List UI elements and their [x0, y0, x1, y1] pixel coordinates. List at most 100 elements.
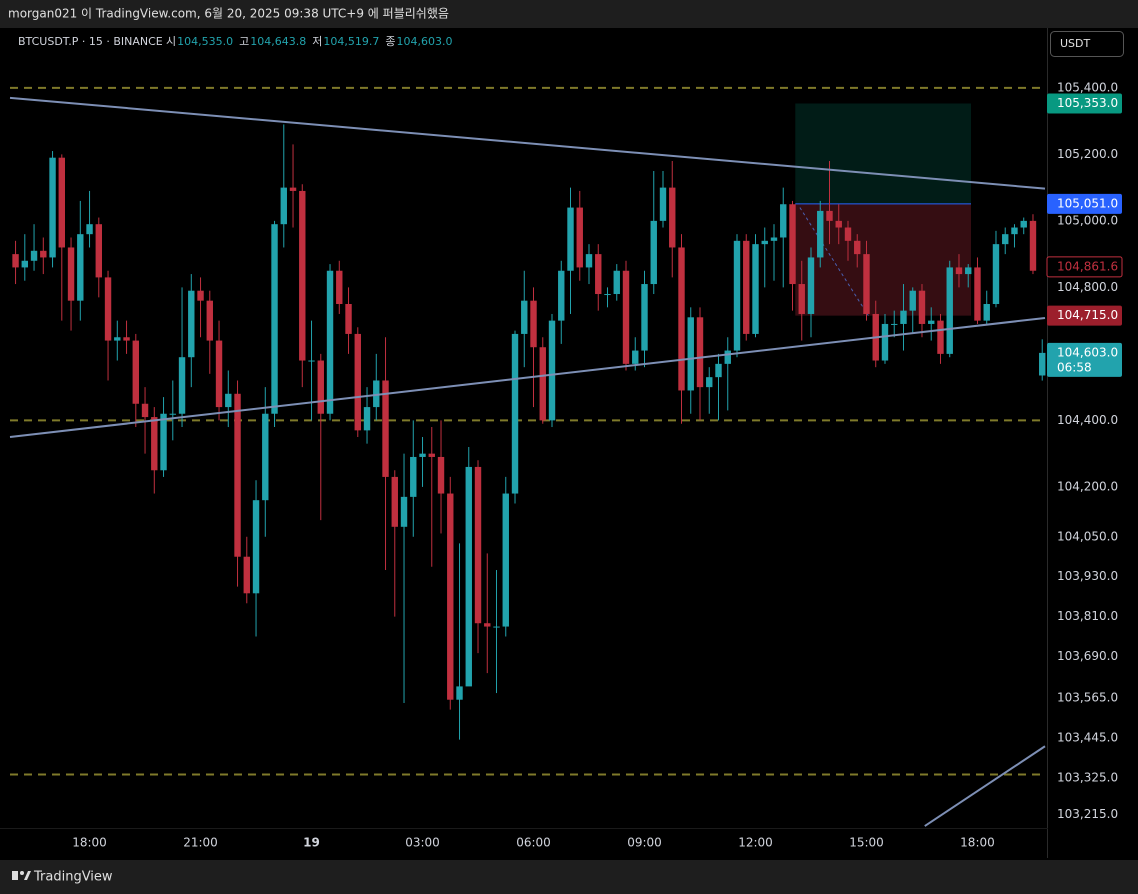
candle-body [160, 413, 167, 471]
candle-body [946, 267, 953, 354]
ohlc-value: 104,519.7 [323, 35, 379, 48]
candle-body [317, 360, 324, 414]
candle-body [659, 187, 667, 221]
candle-body [752, 244, 759, 334]
y-tick-label: 103,445.0 [1057, 730, 1118, 744]
candle-body [983, 304, 990, 321]
footer [0, 860, 1138, 894]
candle-body [817, 210, 824, 258]
candle-body [539, 347, 546, 421]
plot [9, 86, 1046, 827]
candle-body [650, 220, 657, 285]
x-tick-label: 21:00 [183, 836, 218, 850]
candle-body [604, 294, 611, 296]
candle-body [632, 350, 639, 364]
candle-body [262, 413, 269, 501]
candle-body [252, 500, 260, 594]
y-tick-label: 105,200.0 [1057, 147, 1118, 161]
y-tick-label: 104,200.0 [1057, 479, 1118, 493]
price-badge-label: 104,603.0 [1057, 345, 1118, 359]
candle-body [345, 304, 352, 334]
x-tick-label: 18:00 [72, 836, 107, 850]
candle-body [437, 456, 445, 494]
x-tick-label: 09:00 [627, 836, 662, 850]
candle-body [789, 204, 796, 285]
candle-body [706, 377, 713, 388]
candle-body [428, 453, 435, 457]
candle-body [49, 157, 56, 258]
candle-body [326, 270, 334, 414]
candle-body [585, 254, 593, 268]
price-badge [1047, 193, 1122, 214]
candle-body [67, 247, 75, 301]
ohlc-value: 104,643.8 [250, 35, 306, 48]
candle-body [696, 317, 704, 388]
candle-body [151, 417, 158, 471]
candle-body [354, 333, 361, 431]
candle-body [909, 290, 916, 311]
price-badge [1047, 93, 1122, 114]
candle-body [363, 407, 371, 431]
y-tick-label: 104,800.0 [1057, 280, 1118, 294]
candle-body [770, 237, 778, 241]
plot-area [0, 28, 1048, 858]
candle-body [521, 300, 528, 334]
candle-body [622, 270, 630, 364]
candle-body [798, 284, 805, 314]
y-tick-label: 104,400.0 [1057, 413, 1118, 427]
candle-body [678, 247, 685, 391]
candle-body [280, 187, 287, 225]
price-badge [1047, 342, 1122, 377]
candle-body [234, 393, 241, 557]
candle-body [308, 360, 315, 362]
candle-body [447, 493, 454, 700]
candle-body [780, 204, 787, 238]
candle-body [558, 270, 565, 321]
y-tick-label: 103,215.0 [1057, 807, 1118, 821]
x-tick-label: 19 [303, 836, 320, 850]
candle-body [474, 466, 482, 624]
candle-body [918, 290, 926, 324]
candle-body [928, 320, 935, 324]
y-tick-label: 105,400.0 [1057, 80, 1118, 94]
candle-body [595, 254, 602, 295]
price-badge [1046, 256, 1123, 278]
price-badge-label: 104,715.0 [1057, 308, 1118, 322]
price-badge [1047, 305, 1122, 326]
candle-body [992, 244, 1000, 304]
candle-body [844, 227, 852, 241]
price-badge-label: 105,051.0 [1057, 196, 1118, 210]
currency-button[interactable] [1050, 31, 1124, 57]
y-tick-label: 103,810.0 [1057, 609, 1118, 623]
candle-body [548, 320, 556, 421]
candle-body [937, 320, 944, 354]
price-badge-label: 104,861.6 [1057, 259, 1118, 273]
stop-zone [795, 203, 972, 316]
candle-body [891, 323, 898, 325]
candle-body [826, 210, 833, 221]
candle-body [410, 456, 417, 497]
candle-body [761, 240, 768, 245]
target-zone [795, 103, 972, 204]
candle-body [1011, 227, 1018, 235]
publish-info: morgan021 이 TradingView.com, 6월 20, 2025… [8, 7, 449, 21]
y-tick-label: 103,325.0 [1057, 770, 1118, 784]
top-bar [0, 0, 1138, 28]
candle-body [215, 340, 223, 408]
candle-body [178, 357, 186, 414]
candle-body [955, 267, 963, 275]
currency[interactable]: USDT [1060, 37, 1091, 50]
candle-body [197, 290, 204, 301]
candle-body [974, 267, 981, 321]
candle-body [21, 260, 28, 268]
countdown: 06:58 [1057, 360, 1092, 374]
trend-line [9, 316, 1046, 439]
candle-body [114, 337, 121, 341]
candle-body [141, 403, 149, 418]
candle-body [835, 220, 842, 228]
candle-body [900, 310, 907, 324]
x-tick-label: 18:00 [960, 836, 995, 850]
candle-body [854, 240, 861, 255]
